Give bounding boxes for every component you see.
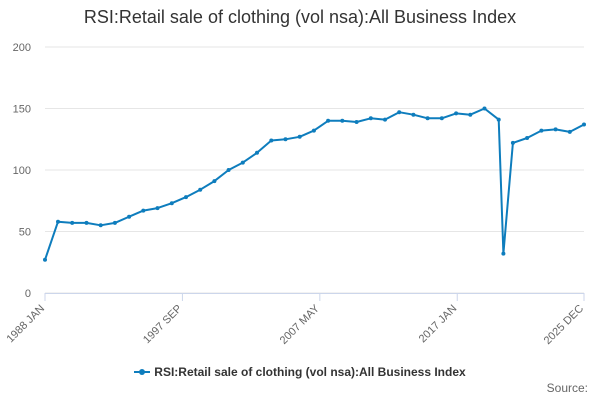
y-tick-label: 200 <box>13 42 31 54</box>
chart-title: RSI:Retail sale of clothing (vol nsa):Al… <box>83 7 517 27</box>
legend-label: RSI:Retail sale of clothing (vol nsa):Al… <box>154 365 466 379</box>
source-credit[interactable]: Source: <box>546 381 588 395</box>
data-point <box>439 116 444 121</box>
data-point <box>411 112 416 117</box>
data-point <box>397 110 402 115</box>
data-point <box>582 122 586 127</box>
y-tick-label: 50 <box>19 227 31 239</box>
series-layer <box>43 106 586 262</box>
data-point <box>127 214 132 219</box>
data-point <box>368 116 373 121</box>
data-point <box>383 117 387 122</box>
x-tick-label: 2025 DEC <box>542 303 586 347</box>
data-point <box>184 195 188 200</box>
data-point <box>482 106 487 111</box>
x-tick-label: 1988 JAN <box>4 303 47 346</box>
data-point <box>468 112 473 117</box>
data-point <box>525 136 530 140</box>
data-point <box>297 134 302 139</box>
data-point <box>212 179 217 184</box>
x-tick-label: 2007 MAY <box>278 302 323 347</box>
data-point <box>226 168 231 172</box>
x-tick-label: 2017 JAN <box>417 303 460 346</box>
data-point <box>567 129 572 134</box>
y-tick-label: 150 <box>13 104 31 116</box>
data-point <box>141 208 146 213</box>
legend[interactable]: RSI:Retail sale of clothing (vol nsa):Al… <box>0 365 600 379</box>
data-point <box>553 127 558 132</box>
y-axis: 0 50 100 150 200 <box>13 42 31 300</box>
data-point <box>169 201 174 206</box>
data-point <box>84 220 89 225</box>
y-tick-label: 100 <box>13 165 31 177</box>
data-point <box>240 160 245 165</box>
grid-lines <box>45 46 584 294</box>
series-line <box>44 107 585 261</box>
data-point <box>56 219 60 224</box>
data-point <box>155 206 160 211</box>
data-point <box>269 138 274 143</box>
data-point <box>340 118 345 123</box>
legend-swatch-icon <box>134 367 151 377</box>
x-axis: 1988 JAN 1997 SEP 2007 MAY 2017 JAN 2025 DEC <box>4 293 586 347</box>
data-point <box>354 120 359 124</box>
data-point <box>501 251 506 256</box>
data-point <box>311 128 316 133</box>
data-point <box>98 223 103 228</box>
y-tick-label: 0 <box>25 288 31 300</box>
data-point <box>425 116 430 121</box>
data-point <box>510 140 515 145</box>
data-point <box>70 220 75 225</box>
data-point <box>198 187 203 192</box>
data-point <box>283 137 288 142</box>
data-point <box>255 150 259 155</box>
x-tick-label: 1997 SEP <box>141 303 185 347</box>
data-point <box>539 128 544 133</box>
data-point <box>496 117 501 122</box>
data-point <box>112 220 117 225</box>
data-point <box>326 118 331 123</box>
data-point <box>43 257 47 262</box>
data-point <box>454 111 459 116</box>
